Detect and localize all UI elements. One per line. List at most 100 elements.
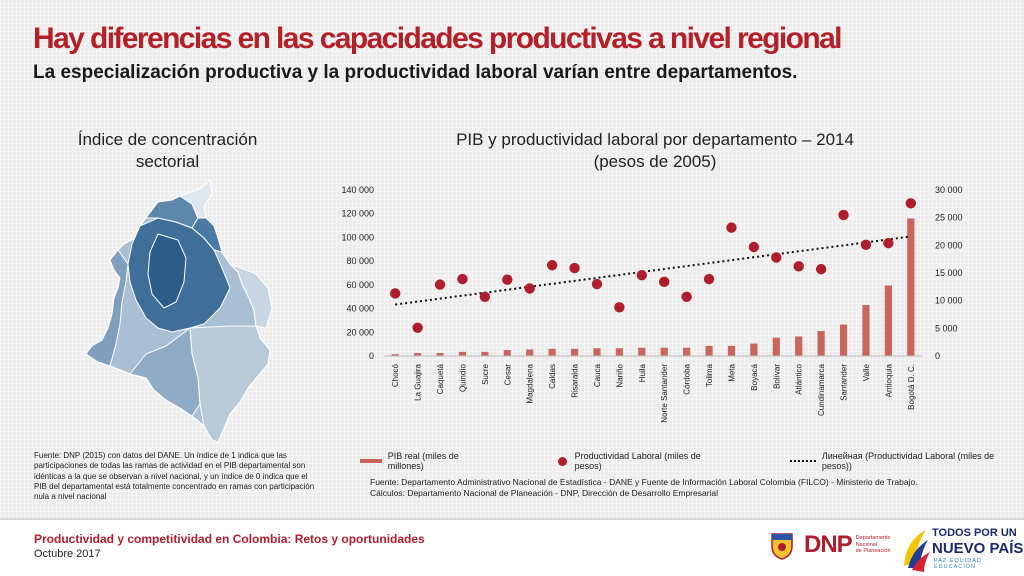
bar-pib — [772, 337, 780, 356]
point-productividad — [883, 237, 894, 249]
y-left-tick-label: 140 000 — [341, 185, 374, 195]
point-productividad — [659, 276, 670, 288]
bar-pib — [862, 305, 870, 356]
page-title: Hay diferencias en las capacidades produ… — [33, 22, 843, 55]
gov-logo-line2: NUEVO PAÍS — [932, 540, 1024, 557]
point-productividad — [838, 209, 849, 221]
point-productividad — [771, 252, 782, 263]
point-productividad — [726, 222, 737, 233]
bar-pib — [436, 353, 444, 356]
chart-source-note: Fuente: Departamento Administrativo Naci… — [370, 477, 970, 498]
point-productividad — [703, 273, 715, 285]
bar-pib — [481, 351, 489, 356]
bar-pib — [705, 345, 713, 356]
x-tick-label: Bogotá D. C. — [907, 364, 916, 410]
bar-pib — [884, 285, 892, 356]
map-region-core — [147, 233, 187, 309]
x-tick-label: Boyacá — [750, 363, 759, 390]
chart-title-line2: (pesos de 2005) — [593, 152, 717, 171]
y-left-tick-label: 20 000 — [346, 327, 374, 337]
x-tick-label: Tolima — [705, 363, 714, 387]
map-region-guajira — [178, 178, 213, 219]
colombia-map — [85, 178, 273, 443]
x-tick-label: Norte Santander — [660, 364, 669, 423]
point-productividad — [457, 273, 468, 285]
bar-pib — [660, 347, 668, 356]
bar-pib — [391, 354, 399, 356]
bar-pib — [795, 336, 803, 356]
legend-bar-swatch — [360, 459, 382, 463]
point-productividad — [412, 322, 423, 333]
x-tick-label: Cundinamarca — [817, 363, 826, 416]
x-tick-label: Quindío — [458, 363, 467, 392]
legend-dot-swatch — [557, 456, 567, 466]
legend-item-pib: PIB real (miles de millones) — [360, 451, 496, 471]
point-productividad — [614, 302, 625, 313]
chart-title-line1: PIB y productividad laboral por departam… — [456, 130, 854, 149]
bar-pib — [593, 348, 601, 356]
footer-date: Octubre 2017 — [34, 548, 101, 560]
map-region-pacific — [85, 249, 129, 367]
x-tick-label: Chocó — [391, 363, 400, 387]
dnp-sub-line1: Departamento — [855, 535, 891, 542]
legend-label-trend: Линейная (Productividad Laboral (miles d… — [821, 451, 995, 471]
x-tick-label: Caquetá — [436, 363, 445, 394]
point-productividad — [905, 198, 916, 209]
map-title: Índice de concentración sectorial — [40, 129, 295, 173]
chart-title: PIB y productividad laboral por departam… — [420, 129, 890, 173]
bar-pib — [615, 348, 623, 356]
chart-legend: PIB real (miles de millones) Productivid… — [360, 451, 1024, 471]
bar-pib — [570, 348, 579, 356]
y-right-tick-label: 20 000 — [935, 240, 963, 250]
bar-pib — [548, 348, 556, 356]
map-source-note: Fuente: DNP (2015) con datos del DANE. U… — [34, 451, 315, 502]
y-left-tick-label: 0 — [369, 351, 374, 361]
x-tick-label: Córdoba — [683, 363, 692, 394]
y-right-tick-label: 0 — [935, 351, 940, 361]
legend-line-swatch — [790, 460, 816, 462]
y-left-tick-label: 40 000 — [346, 304, 374, 314]
chart-source: Fuente: Departamento Administrativo Naci… — [370, 477, 918, 487]
bar-pib — [907, 218, 915, 356]
x-tick-label: Santander — [840, 364, 849, 401]
footer-divider — [0, 518, 1024, 520]
flag-swoosh-icon — [904, 530, 930, 572]
map-region-northeast — [191, 217, 223, 253]
x-tick-label: Risaralda — [571, 363, 580, 397]
bar-pib — [817, 331, 825, 356]
point-productividad — [815, 263, 827, 275]
x-tick-label: Bolívar — [772, 364, 781, 389]
legend-label-productividad: Productividad Laboral (miles de pesos) — [574, 451, 701, 471]
point-productividad — [636, 270, 647, 281]
gov-logo: TODOS POR UN NUEVO PAÍS PAZ EQUIDAD EDUC… — [898, 522, 1024, 576]
x-tick-label: Antioquia — [884, 363, 893, 397]
gov-logo-line3: PAZ EQUIDAD EDUCACIÓN — [934, 558, 982, 570]
y-right-tick-label: 5 000 — [935, 323, 958, 333]
point-productividad — [681, 291, 692, 302]
x-tick-label: Valle — [862, 363, 871, 381]
point-productividad — [479, 291, 491, 302]
x-tick-label: Cesar — [503, 364, 512, 386]
bar-pib — [526, 349, 534, 356]
y-right-tick-label: 25 000 — [935, 213, 963, 223]
bar-pib — [503, 350, 511, 356]
y-left-tick-label: 60 000 — [346, 280, 374, 290]
legend-label-pib: PIB real (miles de millones) — [387, 451, 459, 471]
y-right-tick-label: 10 000 — [935, 296, 963, 306]
bar-pib — [638, 347, 646, 356]
x-tick-label: Nariño — [615, 363, 624, 387]
bar-pib — [750, 343, 758, 356]
point-productividad — [434, 279, 446, 290]
coat-of-arms-icon — [771, 533, 793, 560]
point-productividad — [793, 261, 804, 272]
gov-logo-line1: TODOS POR UN — [932, 527, 1017, 539]
point-productividad — [591, 278, 603, 290]
point-productividad — [390, 288, 401, 299]
legend-item-productividad: Productividad Laboral (miles de pesos) — [557, 451, 728, 471]
bar-pib — [458, 351, 467, 356]
x-tick-label: Meta — [727, 363, 736, 381]
y-left-tick-label: 100 000 — [341, 232, 374, 242]
map-title-line2: sectorial — [135, 152, 200, 171]
legend-item-trend: Линейная (Productividad Laboral (miles d… — [790, 451, 1024, 471]
dnp-sub-line3: de Planeación — [855, 548, 891, 555]
